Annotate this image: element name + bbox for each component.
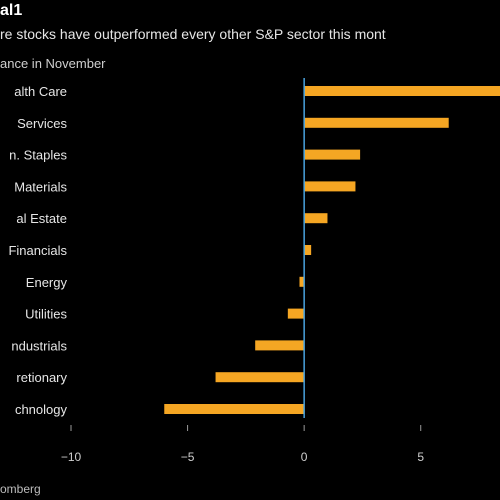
category-label-3: Materials: [14, 179, 67, 194]
bar-8: [255, 340, 305, 351]
bar-0: [304, 86, 500, 96]
category-label-4: al Estate: [16, 211, 67, 226]
x-tick-label-2: 0: [301, 450, 308, 464]
bar-3: [304, 181, 356, 192]
category-label-5: Financials: [8, 243, 67, 258]
chart-title: al1: [0, 2, 23, 19]
category-label-6: Energy: [26, 275, 68, 290]
x-tick-label-0: −10: [61, 450, 82, 464]
source-label: omberg: [0, 482, 41, 496]
category-label-0: alth Care: [14, 84, 67, 99]
x-tick-label-1: −5: [181, 450, 195, 464]
category-label-8: ndustrials: [11, 338, 67, 353]
category-label-1: Services: [17, 116, 67, 131]
bar-10: [164, 404, 305, 414]
chart-subtitle: re stocks have outperformed every other …: [0, 26, 386, 42]
axis-label: ance in November: [0, 56, 106, 71]
category-label-10: chnology: [15, 402, 68, 417]
category-label-7: Utilities: [25, 307, 67, 322]
bar-4: [304, 213, 328, 224]
bar-2: [304, 149, 361, 160]
category-label-2: n. Staples: [9, 148, 67, 163]
bar-1: [304, 117, 449, 128]
bar-7: [287, 308, 305, 319]
bar-9: [215, 372, 305, 383]
bar-6: [299, 276, 305, 287]
bar-5: [304, 245, 312, 255]
x-tick-label-3: 5: [417, 450, 424, 464]
category-label-9: retionary: [16, 370, 67, 385]
